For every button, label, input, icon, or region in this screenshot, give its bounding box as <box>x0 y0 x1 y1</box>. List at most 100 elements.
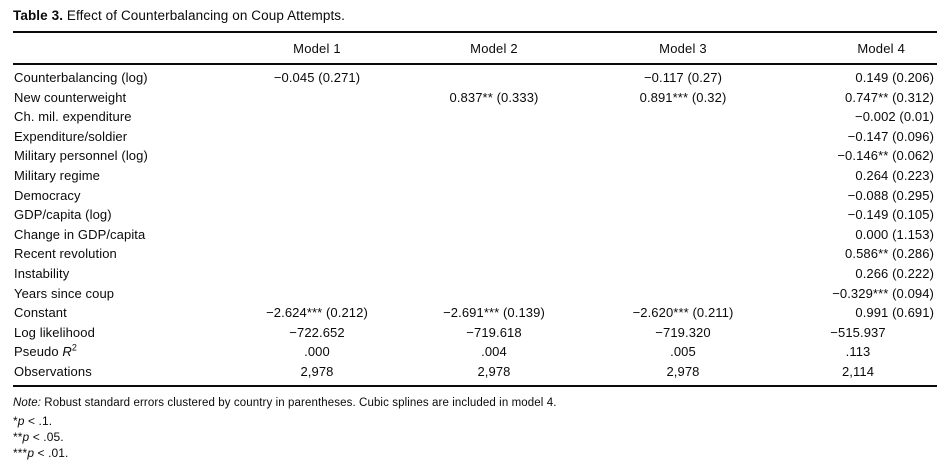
table-title: Table 3. Effect of Counterbalancing on C… <box>13 8 937 24</box>
cell-model-4: 0.149 (0.206) <box>855 70 934 85</box>
model-3-header: Model 3 <box>587 32 779 65</box>
cell-model-4: −515.937 <box>830 324 886 340</box>
cell-model-3: −2.620*** (0.211) <box>632 305 734 321</box>
row-label: Change in GDP/capita <box>14 226 146 242</box>
cell-model-4: 0.000 (1.153) <box>855 226 934 242</box>
cell-model-3: 2,978 <box>666 363 700 379</box>
cell-model-2 <box>401 107 587 127</box>
significance-note: ***p < .01. <box>13 446 69 461</box>
cell-model-2: −719.618 <box>466 324 522 340</box>
table-row: Military personnel (log) −0.146** (0.062) <box>13 146 937 166</box>
cell-model-2: 0.837** (0.333) <box>449 89 539 105</box>
table-header: Model 1 Model 2 Model 3 Model 4 <box>13 32 937 65</box>
cell-model-2 <box>401 205 587 225</box>
cell-model-1 <box>233 186 401 206</box>
table-row: Change in GDP/capita 0.000 (1.153) <box>13 225 937 245</box>
row-label: Military regime <box>14 167 101 183</box>
row-label: Expenditure/soldier <box>14 128 128 144</box>
regression-table: Model 1 Model 2 Model 3 Model 4 Counterbala… <box>13 31 937 387</box>
cell-model-4: 2,114 <box>841 363 875 379</box>
table-row: Years since coup −0.329*** (0.094) <box>13 284 937 304</box>
cell-model-3 <box>587 146 779 166</box>
significance-note: **p < .05. <box>13 429 64 444</box>
table-row: Democracy −0.088 (0.295) <box>13 186 937 206</box>
cell-model-2 <box>401 64 587 88</box>
cell-model-1 <box>233 284 401 304</box>
cell-model-1: .000 <box>304 344 330 360</box>
cell-model-4: −0.002 (0.01) <box>855 109 934 125</box>
model-2-header: Model 2 <box>401 32 587 65</box>
cell-model-2 <box>401 127 587 147</box>
cell-model-2: .004 <box>481 344 507 360</box>
table-row: Ch. mil. expenditure −0.002 (0.01) <box>13 107 937 127</box>
cell-model-4: 0.266 (0.222) <box>855 265 934 281</box>
row-label: Constant <box>14 305 67 321</box>
cell-model-3 <box>587 127 779 147</box>
note-text: Robust standard errors clustered by coun… <box>41 396 557 409</box>
table-row: Constant −2.624*** (0.212) −2.691*** (0.13… <box>13 303 937 323</box>
note-prefix: Note: <box>13 396 41 409</box>
row-label-header <box>13 32 233 65</box>
row-label: Military personnel (log) <box>14 148 148 164</box>
row-label: New counterweight <box>14 89 127 105</box>
cell-model-2 <box>401 244 587 264</box>
row-label: GDP/capita (log) <box>14 207 112 223</box>
cell-model-1 <box>233 166 401 186</box>
table-row: Recent revolution 0.586** (0.286) <box>13 244 937 264</box>
table-body: Counterbalancing (log) −0.045 (0.271) −0.1… <box>13 64 937 386</box>
cell-model-4: −0.088 (0.295) <box>847 187 934 203</box>
table-row: Log likelihood −722.652 −719.618 −719.320 −5… <box>13 323 937 343</box>
table-notes: Note: Robust standard errors clustered b… <box>13 396 937 462</box>
cell-model-4: −0.147 (0.096) <box>847 128 934 144</box>
cell-model-1 <box>233 146 401 166</box>
table-row: Pseudo R2 .000 .004 .005 .113 <box>13 342 937 362</box>
table-row: Observations 2,978 2,978 2,978 2,114 <box>13 362 937 386</box>
cell-model-3 <box>587 225 779 245</box>
cell-model-4: .113 <box>845 344 871 360</box>
table-row: Expenditure/soldier −0.147 (0.096) <box>13 127 937 147</box>
table-row: Counterbalancing (log) −0.045 (0.271) −0.1… <box>13 64 937 88</box>
cell-model-3 <box>587 244 779 264</box>
model-1-header: Model 1 <box>233 32 401 65</box>
significance-note: *p < .1. <box>13 413 53 428</box>
cell-model-2: 2,978 <box>477 363 511 379</box>
table-row: Instability 0.266 (0.222) <box>13 264 937 284</box>
cell-model-2 <box>401 264 587 284</box>
cell-model-1 <box>233 225 401 245</box>
row-label: Ch. mil. expenditure <box>14 109 132 125</box>
model-4-header: Model 4 <box>779 32 937 65</box>
table-row: New counterweight 0.837** (0.333) 0.891***… <box>13 88 937 108</box>
significance-legend: *p < .1. **p < .05. ***p < .01. <box>13 413 937 462</box>
cell-model-4: 0.586** (0.286) <box>845 246 934 262</box>
cell-model-3: −0.117 (0.27) <box>643 70 723 85</box>
cell-model-3: .005 <box>670 344 696 360</box>
cell-model-4: −0.149 (0.105) <box>847 207 934 223</box>
cell-model-3 <box>587 264 779 284</box>
cell-model-3 <box>587 205 779 225</box>
cell-model-2 <box>401 146 587 166</box>
cell-model-1: 2,978 <box>300 363 334 379</box>
cell-model-4: −0.146** (0.062) <box>837 148 934 164</box>
row-label: Log likelihood <box>14 324 95 340</box>
row-label: Counterbalancing (log) <box>14 70 148 85</box>
row-label: Pseudo R2 <box>14 342 78 360</box>
row-label: Observations <box>14 363 92 379</box>
cell-model-1 <box>233 107 401 127</box>
cell-model-1 <box>233 88 401 108</box>
cell-model-4: −0.329*** (0.094) <box>832 285 934 301</box>
row-label: Recent revolution <box>14 246 117 262</box>
table-caption: Effect of Counterbalancing on Coup Attem… <box>63 8 346 23</box>
cell-model-3: −719.320 <box>655 324 711 340</box>
cell-model-1 <box>233 127 401 147</box>
table-row: GDP/capita (log) −0.149 (0.105) <box>13 205 937 225</box>
table-number-label: Table 3. <box>13 8 64 23</box>
row-label: Years since coup <box>14 285 115 301</box>
cell-model-2 <box>401 186 587 206</box>
cell-model-2 <box>401 284 587 304</box>
cell-model-4: 0.991 (0.691) <box>855 305 934 321</box>
cell-model-2: −2.691*** (0.139) <box>443 305 545 321</box>
cell-model-4: 0.747** (0.312) <box>845 89 934 105</box>
cell-model-3 <box>587 284 779 304</box>
cell-model-1: −2.624*** (0.212) <box>266 305 368 321</box>
